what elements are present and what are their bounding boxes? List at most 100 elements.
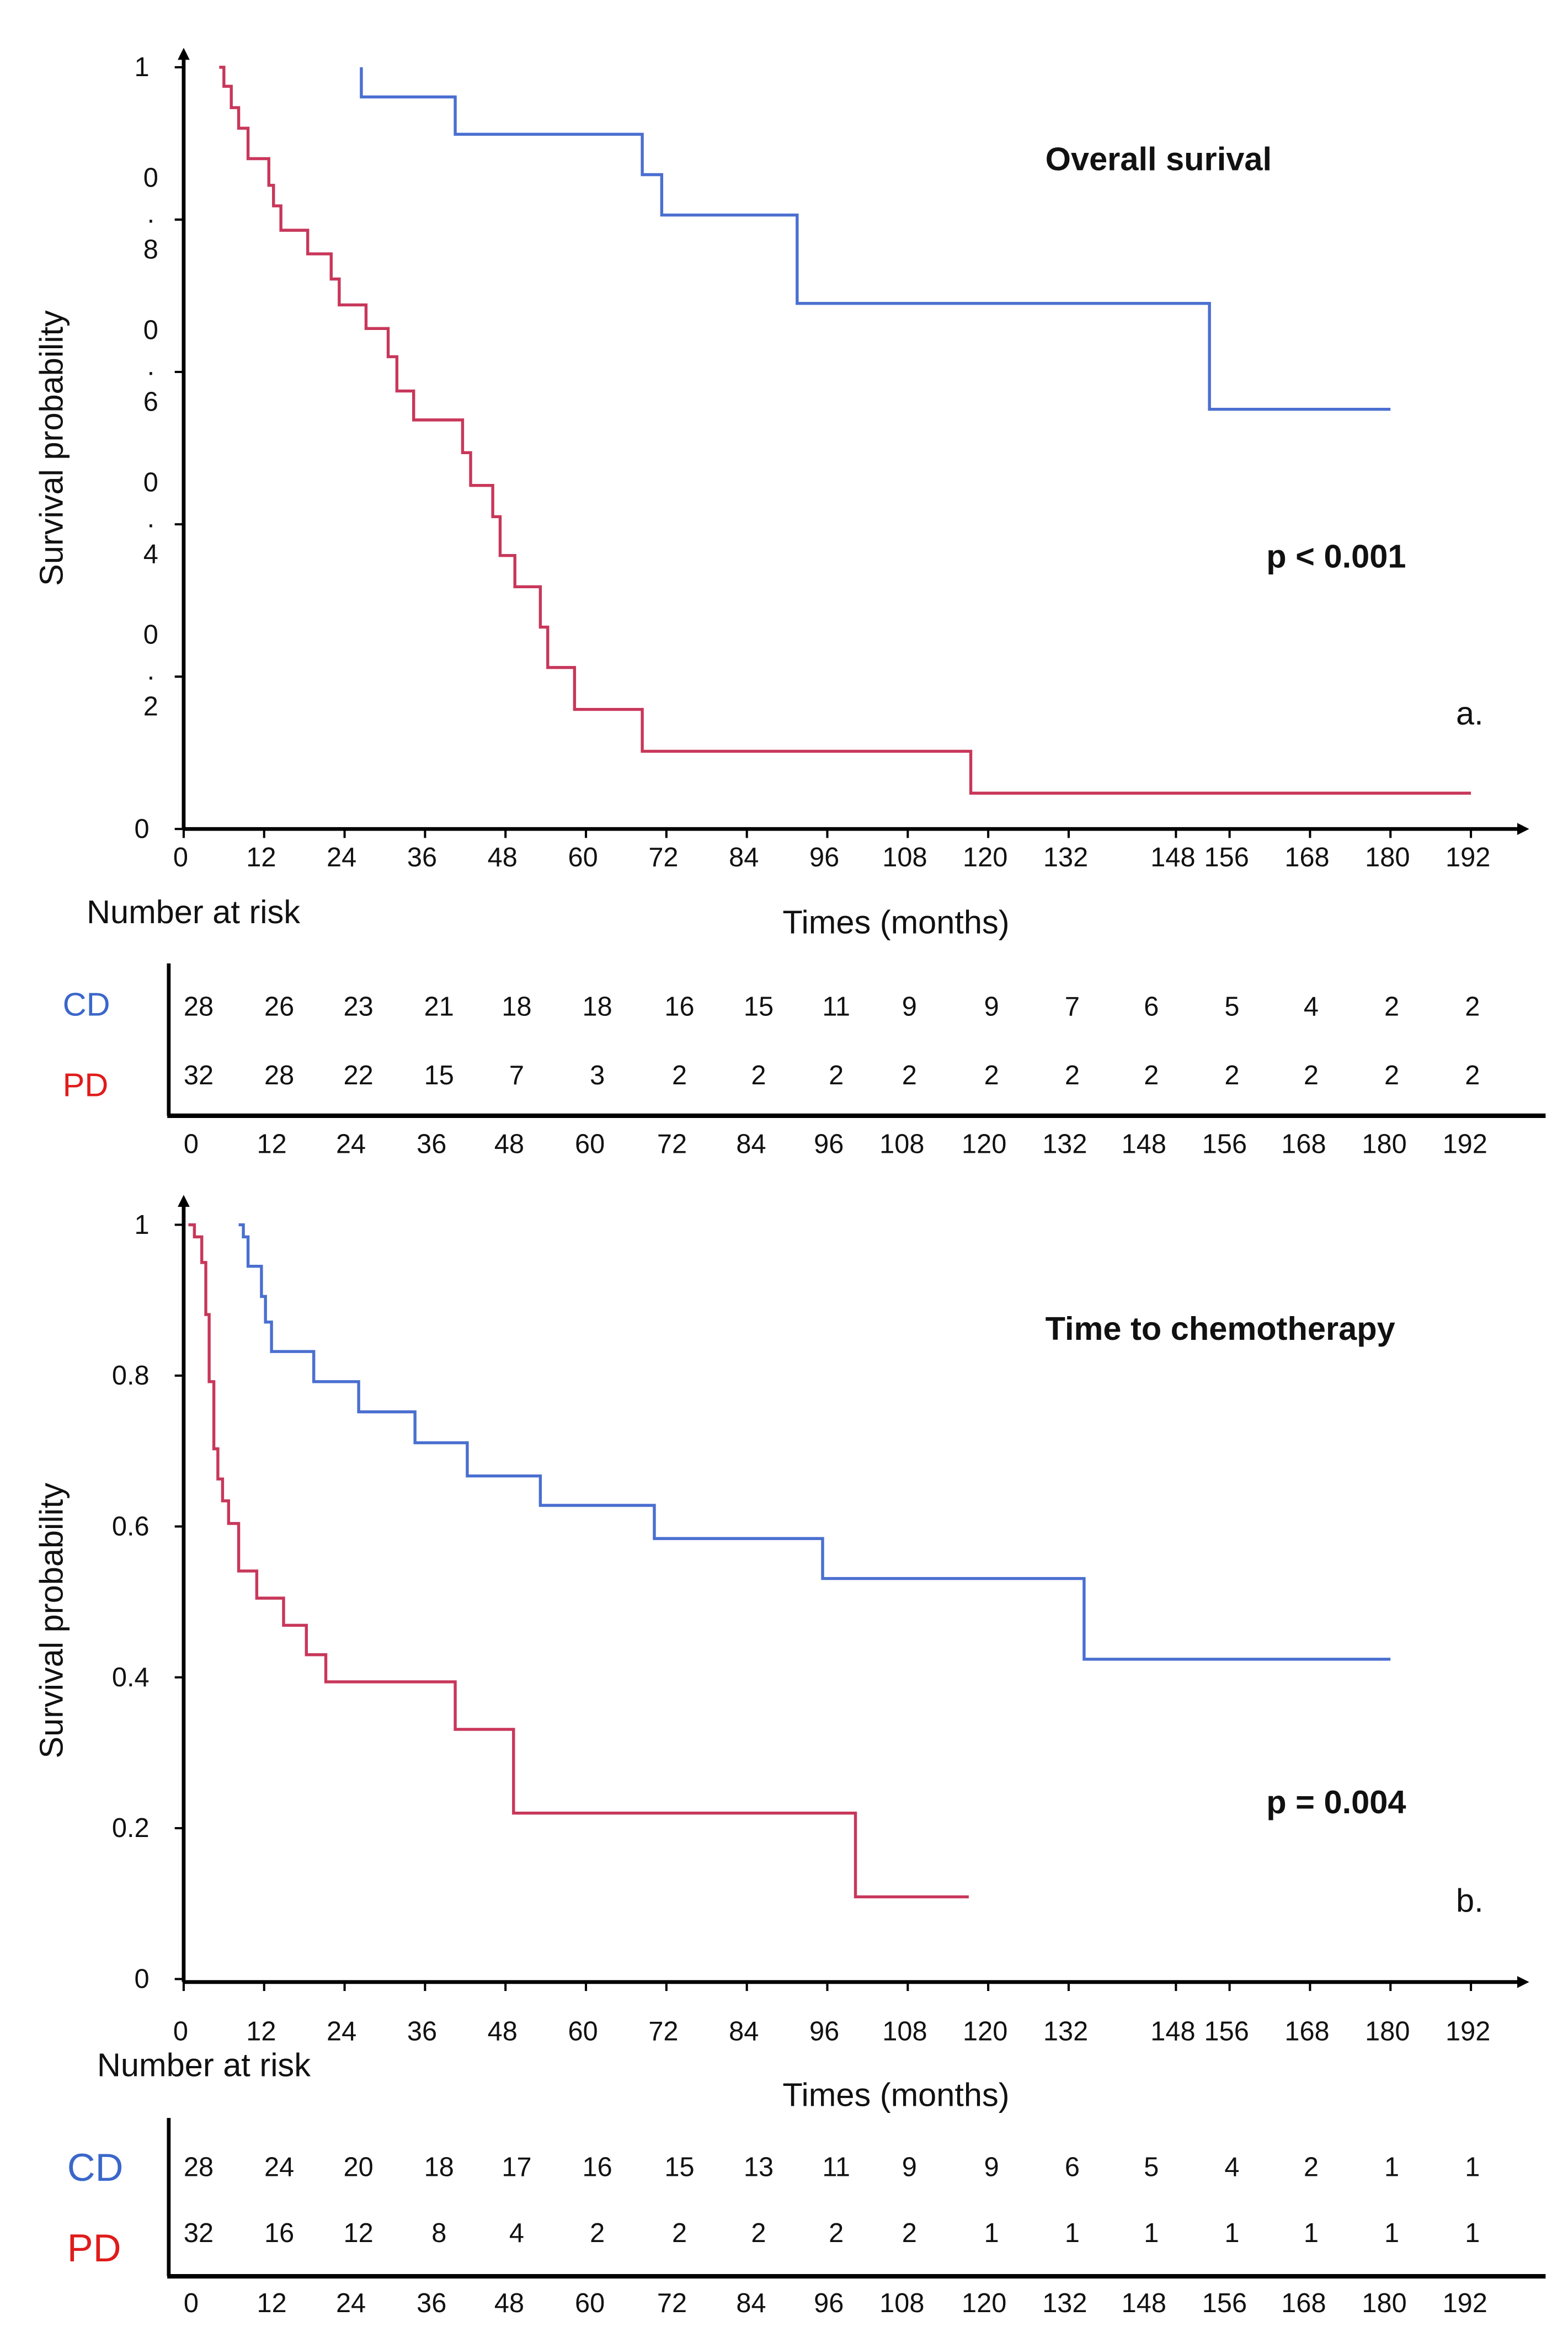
risk-time-label: 120 xyxy=(962,1130,1006,1159)
risk-count: 2 xyxy=(1384,1061,1399,1090)
x-axis-arrow xyxy=(1517,1976,1529,1988)
risk-time-label: 60 xyxy=(575,1130,605,1159)
risk-time-label: 168 xyxy=(1281,1130,1326,1159)
x-axis-label: Times (months) xyxy=(782,2076,1009,2113)
y-tick-label: 0.2 xyxy=(112,1813,150,1843)
risk-time-label: 72 xyxy=(657,1130,687,1159)
risk-count: 9 xyxy=(902,992,917,1022)
risk-time-label: 120 xyxy=(962,2288,1006,2318)
risk-count: 2 xyxy=(902,1061,917,1090)
risk-count: 6 xyxy=(1144,992,1159,1022)
y-tick-label: 0 xyxy=(135,814,150,844)
p-value: p < 0.001 xyxy=(1266,538,1406,575)
risk-time-label: 108 xyxy=(879,1130,924,1159)
risk-count: 1 xyxy=(1384,2153,1399,2182)
risk-count: 17 xyxy=(502,2153,531,2182)
risk-count: 13 xyxy=(744,2153,774,2182)
x-tick-label: 180 xyxy=(1365,2016,1410,2046)
x-tick-label: 24 xyxy=(327,843,356,872)
risk-count: 15 xyxy=(424,1061,454,1090)
risk-time-label: 24 xyxy=(336,1130,366,1159)
x-tick-label: 120 xyxy=(963,2016,1007,2046)
risk-count: 22 xyxy=(343,1061,373,1090)
y-tick-label: 0.4 xyxy=(112,1663,150,1692)
risk-count: 32 xyxy=(184,1061,214,1090)
risk-time-label: 84 xyxy=(736,1130,766,1159)
risk-count: 1 xyxy=(984,2218,999,2248)
risk-count: 2 xyxy=(1144,1061,1159,1090)
risk-count: 2 xyxy=(1304,1061,1319,1090)
risk-count: 20 xyxy=(343,2153,373,2182)
risk-row-label-pd: PD xyxy=(63,1067,109,1104)
km-curve-pd xyxy=(188,1223,969,1899)
risk-count: 4 xyxy=(1224,2153,1239,2182)
risk-time-label: 132 xyxy=(1042,1130,1087,1159)
risk-time-label: 36 xyxy=(417,2288,446,2318)
risk-count: 6 xyxy=(1065,2153,1080,2182)
risk-count: 4 xyxy=(509,2218,524,2248)
risk-count: 1 xyxy=(1065,2218,1080,2248)
panel-label: b. xyxy=(1456,1882,1484,1919)
y-tick-label: 0.2 xyxy=(143,620,158,722)
x-tick-label: 84 xyxy=(729,2016,759,2046)
y-tick-label: 0.4 xyxy=(143,468,158,569)
x-tick-label: 12 xyxy=(246,843,276,872)
risk-count: 26 xyxy=(264,992,294,1022)
risk-time-label: 0 xyxy=(184,2288,199,2318)
risk-count: 18 xyxy=(502,992,531,1022)
risk-count: 2 xyxy=(751,1061,766,1090)
risk-count: 32 xyxy=(184,2218,214,2248)
km-curve-cd xyxy=(238,1223,1391,1661)
risk-row-label-pd: PD xyxy=(67,2226,121,2270)
risk-time-label: 12 xyxy=(257,2288,287,2318)
risk-count: 7 xyxy=(509,1061,524,1090)
x-tick-label: 192 xyxy=(1446,843,1490,872)
risk-count: 5 xyxy=(1224,992,1239,1022)
risk-time-label: 48 xyxy=(494,2288,524,2318)
risk-count: 1 xyxy=(1144,2218,1159,2248)
risk-count: 21 xyxy=(424,992,454,1022)
x-tick-label: 96 xyxy=(809,2016,839,2046)
y-tick-label: 0.6 xyxy=(112,1512,150,1542)
x-tick-label: 48 xyxy=(488,2016,518,2046)
risk-table-title: Number at risk xyxy=(87,893,300,930)
risk-count: 16 xyxy=(264,2218,294,2248)
risk-count: 2 xyxy=(672,2218,687,2248)
x-tick-label: 24 xyxy=(327,2016,356,2046)
risk-count: 1 xyxy=(1304,2218,1319,2248)
risk-time-label: 180 xyxy=(1362,2288,1406,2318)
risk-count: 2 xyxy=(829,1061,844,1090)
risk-time-label: 36 xyxy=(417,1130,446,1159)
risk-time-label: 156 xyxy=(1202,2288,1247,2318)
risk-table-title: Number at risk xyxy=(97,2046,311,2083)
risk-count: 2 xyxy=(984,1061,999,1090)
km-curve-cd xyxy=(360,67,1391,411)
x-tick-label: 120 xyxy=(963,843,1007,872)
risk-count: 24 xyxy=(264,2153,294,2182)
x-tick-label: 72 xyxy=(648,843,678,872)
chart-panel-a: 0 12 24 36 48 60 72 84 96 108 120 132 148 156 168 180 19… xyxy=(33,47,1546,1159)
risk-count: 2 xyxy=(1465,992,1480,1022)
risk-count: 1 xyxy=(1384,2218,1399,2248)
risk-time-label: 96 xyxy=(814,2288,844,2318)
risk-time-label: 148 xyxy=(1122,2288,1166,2318)
x-tick-label: 180 xyxy=(1365,843,1410,872)
y-tick-label: 1 xyxy=(135,1210,150,1240)
x-tick-label: 60 xyxy=(568,2016,598,2046)
y-axis-arrow xyxy=(178,1195,190,1207)
x-tick-label: 60 xyxy=(568,843,598,872)
x-axis-arrow xyxy=(1517,823,1529,835)
km-curve-pd xyxy=(219,66,1471,795)
risk-time-label: 60 xyxy=(575,2288,605,2318)
risk-count: 1 xyxy=(1224,2218,1239,2248)
p-value: p = 0.004 xyxy=(1266,1783,1406,1820)
risk-count: 16 xyxy=(583,2153,612,2182)
y-tick-label: 0.8 xyxy=(112,1361,150,1391)
x-tick-label: 84 xyxy=(729,843,759,872)
x-tick-label: 148 xyxy=(1150,2016,1195,2046)
risk-count: 9 xyxy=(984,2153,999,2182)
x-tick-label: 168 xyxy=(1284,2016,1329,2046)
risk-time-label: 24 xyxy=(336,2288,366,2318)
x-tick-label: 132 xyxy=(1043,2016,1088,2046)
